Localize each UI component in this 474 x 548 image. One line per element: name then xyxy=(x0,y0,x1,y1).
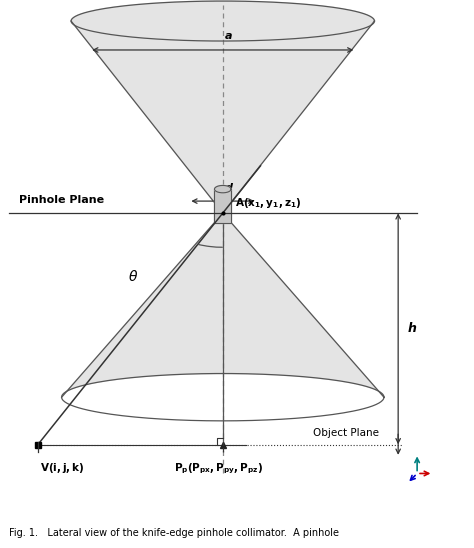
Polygon shape xyxy=(214,189,231,224)
Text: h: h xyxy=(408,322,417,335)
Text: $\theta$: $\theta$ xyxy=(128,269,138,284)
Text: Pinhole Plane: Pinhole Plane xyxy=(19,195,104,205)
Text: Fig. 1.   Lateral view of the knife-edge pinhole collimator.  A pinhole: Fig. 1. Lateral view of the knife-edge p… xyxy=(9,528,339,538)
Text: d: d xyxy=(225,182,232,193)
Polygon shape xyxy=(215,185,231,193)
Text: a: a xyxy=(225,31,232,41)
Text: Object Plane: Object Plane xyxy=(313,428,379,438)
Polygon shape xyxy=(71,1,374,213)
Text: $\mathbf{P_p(P_{px}, P_{py}, P_{pz})}$: $\mathbf{P_p(P_{px}, P_{py}, P_{pz})}$ xyxy=(173,461,263,476)
Polygon shape xyxy=(62,213,384,397)
Text: $\mathbf{A(x_1, y_1, z_1)}$: $\mathbf{A(x_1, y_1, z_1)}$ xyxy=(235,196,301,210)
Text: $\mathbf{V(i, j, k)}$: $\mathbf{V(i, j, k)}$ xyxy=(40,461,85,475)
